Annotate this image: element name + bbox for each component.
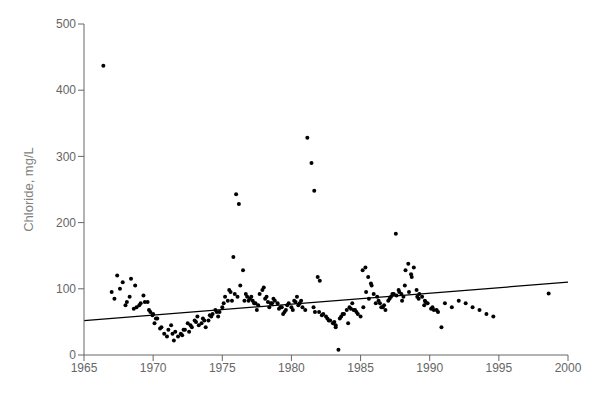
svg-text:1995: 1995 [486, 361, 513, 375]
svg-text:1965: 1965 [71, 361, 98, 375]
svg-text:Chloride, mg/L: Chloride, mg/L [21, 147, 36, 232]
svg-text:1980: 1980 [278, 361, 305, 375]
svg-text:1970: 1970 [140, 361, 167, 375]
svg-text:1985: 1985 [347, 361, 374, 375]
svg-text:1975: 1975 [209, 361, 236, 375]
svg-text:100: 100 [56, 282, 76, 296]
svg-text:2000: 2000 [555, 361, 582, 375]
svg-text:200: 200 [56, 216, 76, 230]
svg-text:1990: 1990 [416, 361, 443, 375]
svg-text:300: 300 [56, 150, 76, 164]
svg-text:500: 500 [56, 17, 76, 31]
svg-text:0: 0 [69, 348, 76, 362]
svg-text:400: 400 [56, 83, 76, 97]
